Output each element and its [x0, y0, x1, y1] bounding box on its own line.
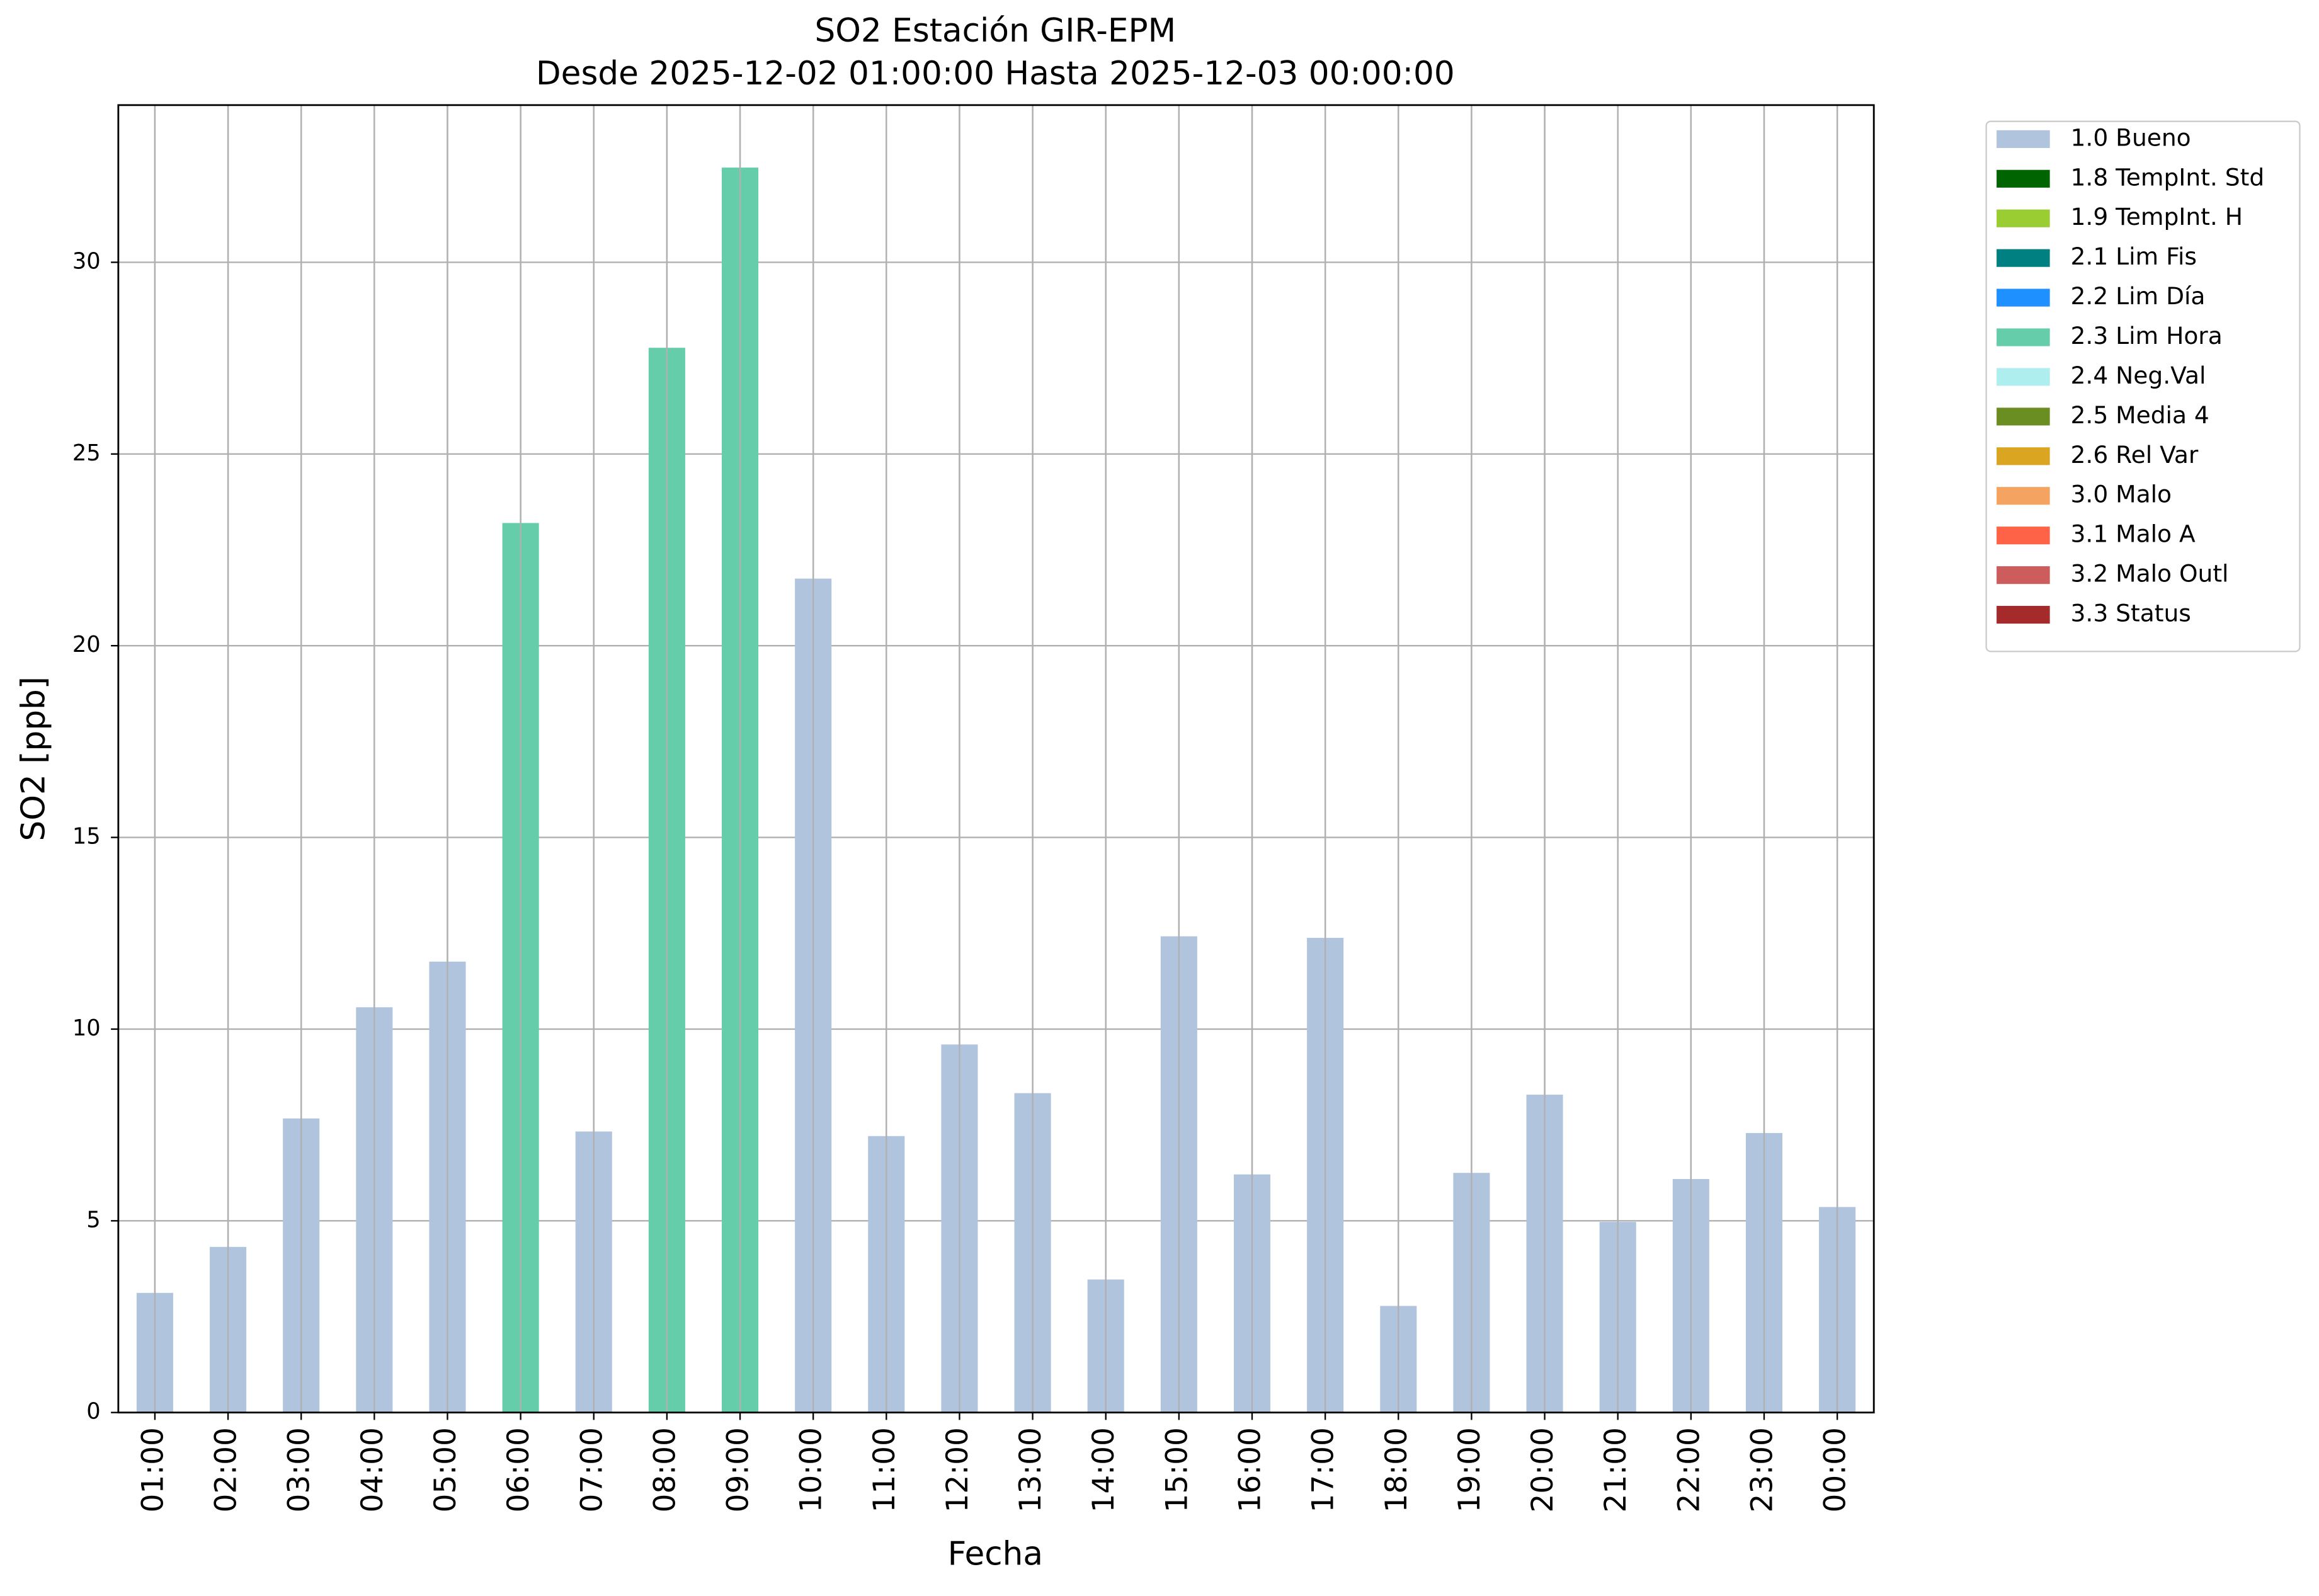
- x-tick-label: 13:00: [1013, 1427, 1048, 1512]
- legend-swatch: [1997, 487, 2050, 505]
- legend-label: 2.2 Lim Día: [2071, 282, 2206, 310]
- x-tick-label: 14:00: [1086, 1427, 1121, 1512]
- x-tick-label: 23:00: [1745, 1427, 1779, 1512]
- legend-label: 2.3 Lim Hora: [2071, 322, 2223, 350]
- legend-label: 2.5 Media 4: [2071, 401, 2209, 429]
- legend-label: 1.9 TempInt. H: [2071, 203, 2243, 231]
- x-tick-label: 10:00: [794, 1427, 829, 1512]
- legend-label: 3.0 Malo: [2071, 481, 2172, 508]
- x-tick-label: 21:00: [1598, 1427, 1633, 1512]
- legend-swatch: [1997, 447, 2050, 465]
- legend-label: 1.8 TempInt. Std: [2071, 163, 2265, 191]
- x-tick-label: 20:00: [1525, 1427, 1560, 1512]
- legend-swatch: [1997, 328, 2050, 346]
- legend-box: [1985, 120, 2301, 653]
- y-tick-label: 15: [72, 824, 101, 850]
- legend-swatch: [1997, 209, 2050, 227]
- y-tick-label: 0: [86, 1399, 100, 1425]
- legend-label: 1.0 Bueno: [2071, 123, 2191, 151]
- x-tick-label: 08:00: [647, 1427, 682, 1512]
- y-axis-label: SO2 [ppb]: [14, 676, 52, 841]
- legend-swatch: [1997, 130, 2050, 148]
- y-tick-label: 20: [72, 632, 101, 658]
- legend-swatch: [1997, 605, 2050, 624]
- legend-swatch: [1997, 408, 2050, 426]
- chart-title: SO2 Estación GIR-EPM: [814, 12, 1176, 50]
- legend-swatch: [1997, 288, 2050, 307]
- legend-swatch: [1997, 169, 2050, 188]
- chart-subtitle: Desde 2025-12-02 01:00:00 Hasta 2025-12-…: [536, 55, 1455, 93]
- x-tick-label: 04:00: [355, 1427, 390, 1512]
- x-tick-label: 11:00: [867, 1427, 902, 1512]
- x-tick-label: 16:00: [1233, 1427, 1268, 1512]
- legend-label: 3.3 Status: [2071, 600, 2191, 627]
- x-tick-label: 03:00: [282, 1427, 317, 1512]
- legend-swatch: [1997, 566, 2050, 584]
- plot-frame: [117, 104, 1875, 1414]
- x-tick-label: 01:00: [135, 1427, 170, 1512]
- y-tick-label: 5: [86, 1207, 100, 1233]
- x-tick-label: 02:00: [209, 1427, 244, 1512]
- y-tick-label: 30: [72, 248, 101, 274]
- y-tick-label: 25: [72, 440, 101, 466]
- x-tick-label: 18:00: [1379, 1427, 1414, 1512]
- x-tick-label: 07:00: [574, 1427, 609, 1512]
- legend-swatch: [1997, 249, 2050, 267]
- legend-label: 2.6 Rel Var: [2071, 441, 2199, 469]
- legend-label: 3.1 Malo A: [2071, 520, 2196, 548]
- x-axis-label: Fecha: [948, 1535, 1043, 1573]
- x-tick-label: 09:00: [721, 1427, 756, 1512]
- legend-swatch: [1997, 527, 2050, 545]
- legend-label: 3.2 Malo Outl: [2071, 560, 2229, 588]
- x-tick-label: 17:00: [1306, 1427, 1341, 1512]
- x-tick-label: 15:00: [1160, 1427, 1194, 1512]
- legend-swatch: [1997, 368, 2050, 386]
- legend-label: 2.1 Lim Fis: [2071, 242, 2197, 270]
- x-tick-label: 22:00: [1672, 1427, 1706, 1512]
- x-tick-label: 19:00: [1452, 1427, 1487, 1512]
- x-tick-label: 05:00: [428, 1427, 463, 1512]
- x-tick-label: 12:00: [940, 1427, 975, 1512]
- y-tick-label: 10: [72, 1015, 101, 1041]
- legend-label: 2.4 Neg.Val: [2071, 362, 2206, 389]
- x-tick-label: 00:00: [1818, 1427, 1853, 1512]
- x-tick-label: 06:00: [501, 1427, 536, 1512]
